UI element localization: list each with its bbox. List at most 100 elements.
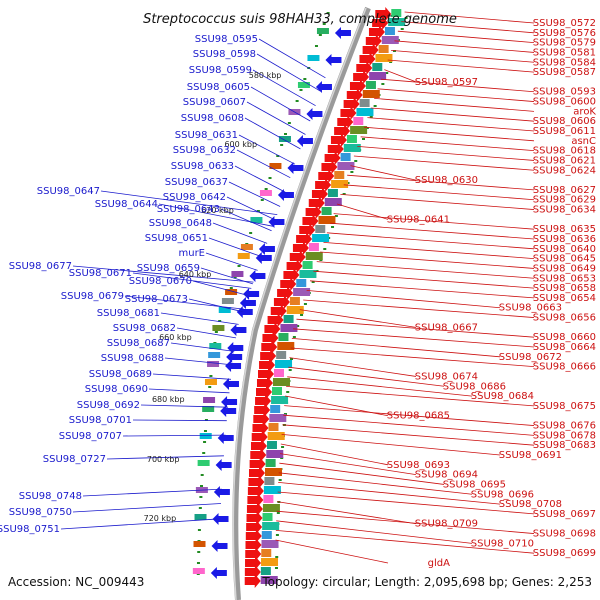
forward-gene-arrow — [270, 304, 287, 318]
right-gene-label: gldA — [428, 558, 450, 569]
function-block — [266, 441, 277, 449]
function-block — [265, 459, 276, 467]
function-block — [350, 126, 368, 134]
right-gene-label: SSU98_0634 — [533, 205, 596, 216]
left-leader-line — [82, 488, 222, 497]
gc-mark — [365, 127, 369, 129]
gc-mark — [256, 210, 260, 212]
right-gene-label: SSU98_0624 — [533, 165, 596, 176]
right-leader-line — [291, 338, 501, 358]
function-block — [262, 522, 280, 530]
function-block — [270, 405, 281, 413]
function-block — [273, 369, 284, 377]
reverse-gene-arrow — [211, 540, 228, 552]
right-leader-line — [364, 126, 535, 142]
forward-gene-arrow — [337, 115, 354, 129]
reverse-gene-arrow — [222, 378, 239, 390]
forward-gene-arrow — [318, 169, 335, 183]
reverse-gene-arrow — [306, 108, 323, 120]
gc-mark — [385, 72, 389, 74]
gc-mark — [281, 446, 285, 448]
left-gene-label: SSU98_0682 — [113, 323, 176, 334]
gc-mark — [275, 534, 279, 536]
gc-mark — [354, 160, 358, 162]
gc-mark — [296, 325, 300, 327]
forward-gene-arrow — [254, 403, 271, 417]
forward-gene-arrow — [247, 493, 264, 507]
left-gene-label: SSU98_0671 — [69, 268, 132, 279]
right-leader-line — [275, 539, 389, 564]
function-block — [265, 468, 283, 476]
right-leader-line — [394, 40, 535, 53]
right-leader-line — [350, 165, 417, 181]
right-gene-label: SSU98_0696 — [471, 489, 534, 500]
reverse-gene-arrow — [239, 297, 256, 309]
left-gene-label: SSU98_0647 — [37, 186, 100, 197]
gc-mark — [196, 562, 200, 564]
forward-gene-arrow — [250, 448, 267, 462]
forward-gene-arrow — [257, 367, 274, 381]
gc-mark — [276, 155, 280, 157]
right-gene-label: SSU98_0654 — [533, 293, 596, 304]
gc-mark — [369, 116, 373, 118]
function-block — [237, 253, 250, 259]
forward-gene-arrow — [244, 574, 261, 588]
reverse-gene-arrow — [217, 432, 234, 444]
right-leader-line — [279, 462, 445, 485]
left-gene-label: SSU98_0681 — [97, 308, 160, 319]
right-leader-line — [277, 501, 417, 525]
left-leader-line — [132, 419, 227, 422]
gc-mark — [288, 369, 292, 371]
function-block — [316, 28, 329, 34]
forward-gene-arrow — [256, 385, 273, 399]
right-labels-layer: SSU98_0572SSU98_0576SSU98_0579SSU98_0581… — [387, 18, 597, 569]
forward-gene-arrow — [324, 151, 341, 165]
left-leader-line — [238, 134, 296, 165]
right-leader-line — [278, 482, 501, 505]
gc-mark — [404, 17, 408, 19]
reverse-gene-arrow — [258, 243, 275, 255]
function-block — [388, 18, 406, 26]
reverse-gene-arrow — [210, 567, 227, 579]
left-leader-line — [220, 208, 272, 232]
forward-gene-arrow — [245, 556, 262, 570]
function-block — [250, 217, 263, 223]
gc-mark — [203, 441, 207, 443]
gc-mark — [280, 144, 284, 146]
right-gene-label: SSU98_0600 — [533, 97, 596, 108]
right-gene-label: SSU98_0630 — [415, 175, 478, 186]
function-block — [207, 361, 220, 367]
right-leader-line — [357, 146, 535, 161]
function-block — [261, 549, 272, 557]
gc-mark — [203, 430, 207, 432]
function-block — [289, 297, 300, 305]
function-block — [378, 45, 389, 53]
left-gene-label: murE — [178, 248, 205, 259]
left-gene-label: SSU98_0701 — [69, 415, 132, 426]
left-gene-label: SSU98_0692 — [77, 400, 140, 411]
right-gene-label: SSU98_0579 — [533, 38, 596, 49]
function-block — [369, 72, 387, 80]
left-gene-label: SSU98_0688 — [101, 353, 164, 364]
gc-mark — [202, 452, 206, 454]
function-block — [272, 387, 283, 395]
forward-gene-arrow — [273, 295, 290, 309]
function-block — [375, 54, 393, 62]
left-gene-label: SSU98_0670 — [129, 276, 192, 287]
right-leader-line — [333, 213, 535, 230]
right-leader-line — [276, 520, 473, 544]
right-leader-line — [320, 251, 535, 269]
right-gene-label: SSU98_0635 — [533, 224, 596, 235]
function-block — [192, 568, 205, 574]
right-gene-label: SSU98_0636 — [533, 234, 596, 245]
function-block — [218, 307, 231, 313]
right-gene-label: SSU98_0674 — [415, 371, 478, 382]
left-leader-line — [228, 181, 281, 207]
gc-mark — [208, 386, 212, 388]
right-leader-line — [370, 107, 535, 122]
right-leader-line — [343, 184, 535, 201]
right-leader-line — [340, 194, 535, 210]
left-gene-label: SSU98_0631 — [175, 130, 238, 141]
scale-tick-label: 700 kbp — [147, 455, 180, 464]
function-block — [266, 450, 284, 458]
